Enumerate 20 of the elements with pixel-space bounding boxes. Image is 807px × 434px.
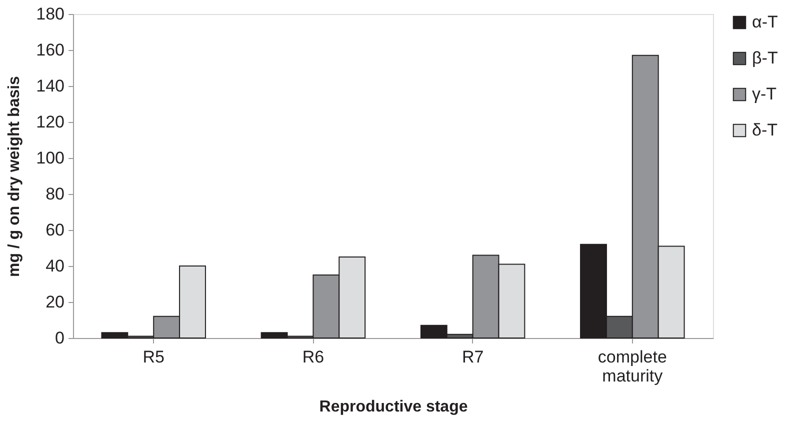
y-tick-label: 60 bbox=[46, 220, 64, 240]
y-tick-label: 80 bbox=[46, 184, 64, 204]
y-tick-label: 40 bbox=[46, 256, 64, 276]
legend-label: β-T bbox=[752, 48, 778, 68]
x-tick-label: R6 bbox=[302, 348, 324, 366]
y-tick-label: 140 bbox=[36, 76, 64, 96]
y-tick-label: 120 bbox=[36, 112, 64, 132]
y-tick-label: 180 bbox=[36, 4, 64, 24]
y-tick-label: 100 bbox=[36, 148, 64, 168]
legend-label: α-T bbox=[752, 12, 778, 32]
x-axis-title: Reproductive stage bbox=[319, 398, 468, 416]
x-tick-label: R5 bbox=[142, 348, 164, 366]
x-tick-label: complete maturity bbox=[598, 348, 667, 386]
y-tick-label: 160 bbox=[36, 40, 64, 60]
y-tick-label: 20 bbox=[46, 292, 64, 312]
legend-label: γ-T bbox=[752, 84, 777, 104]
y-tick-label: 0 bbox=[55, 328, 64, 348]
y-axis-title: mg / g on dry weight basis bbox=[6, 76, 24, 277]
x-tick-label: R7 bbox=[462, 348, 484, 366]
legend-label: δ-T bbox=[752, 120, 778, 140]
